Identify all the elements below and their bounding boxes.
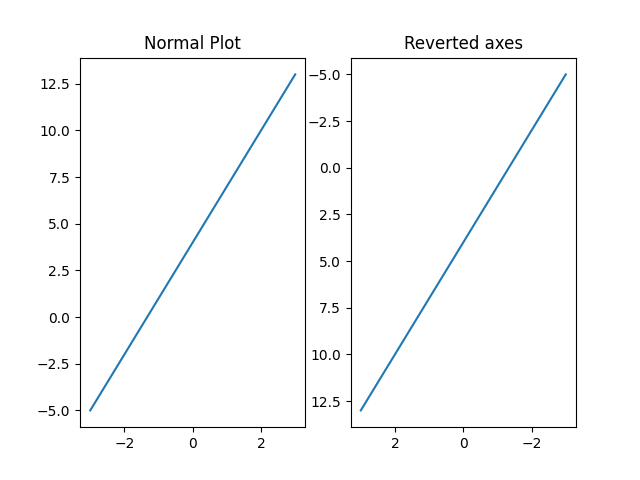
- Title: Reverted axes: Reverted axes: [404, 35, 523, 53]
- Title: Normal Plot: Normal Plot: [144, 35, 241, 53]
